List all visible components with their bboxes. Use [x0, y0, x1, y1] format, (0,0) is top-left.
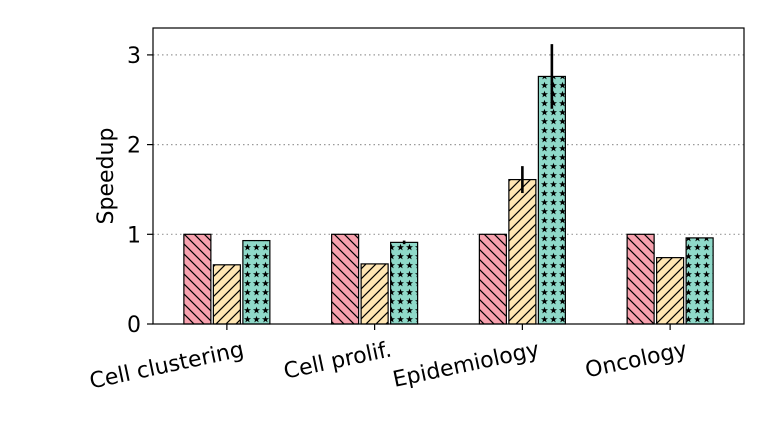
x-tick-label-0: Cell clustering — [87, 337, 246, 394]
grid-lines — [153, 54, 744, 235]
bar-s0-3 — [626, 233, 655, 325]
y-axis: 0 1 2 3 — [127, 44, 153, 338]
x-tick-label-2: Epidemiology — [391, 337, 542, 392]
y-tick-label-3: 3 — [127, 44, 141, 69]
bar-s1-2 — [508, 178, 537, 325]
y-tick-label-0: 0 — [127, 313, 141, 338]
bar-s2-0 — [242, 239, 271, 325]
bar-s2-2 — [537, 75, 566, 325]
y-axis-label: Speedup — [94, 128, 119, 225]
y-tick-label-2: 2 — [127, 134, 141, 159]
error-bars-group — [402, 44, 554, 245]
bar-s1-3 — [656, 257, 685, 325]
plot-frame — [152, 27, 745, 325]
bar-s0-2 — [478, 233, 507, 325]
bar-s1-1 — [360, 263, 389, 325]
bar-s0-0 — [183, 233, 212, 325]
bar-s0-1 — [331, 233, 360, 325]
bar-s1-0 — [212, 264, 241, 325]
x-tick-label-1: Cell prolif. — [282, 337, 394, 384]
y-tick-label-1: 1 — [127, 223, 141, 248]
bar-s2-1 — [390, 241, 419, 325]
bar-s2-3 — [685, 237, 714, 325]
x-axis: Cell clustering Cell prolif.Epidemiology O… — [87, 324, 689, 395]
bars-group — [183, 75, 714, 325]
x-tick-label-3: Oncology — [583, 337, 689, 383]
